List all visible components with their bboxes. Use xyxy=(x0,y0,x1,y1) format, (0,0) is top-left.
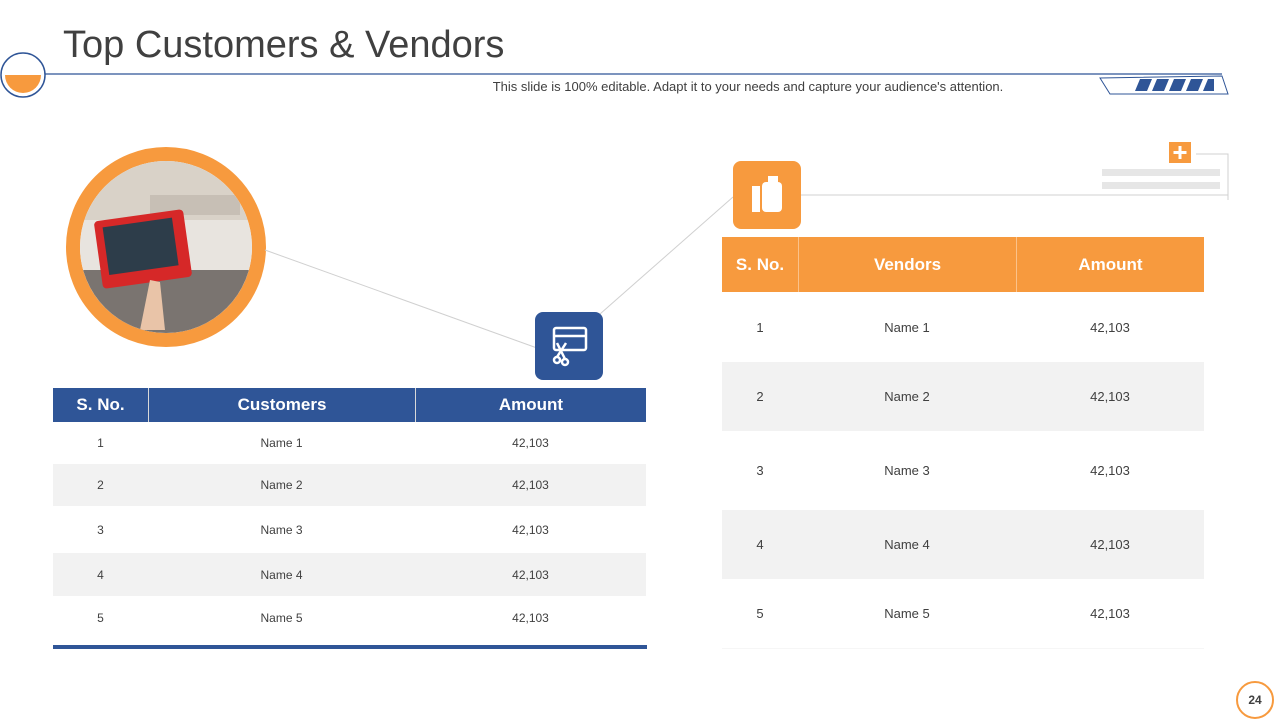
header-badge xyxy=(1099,75,1229,95)
table-cell: 42,103 xyxy=(415,464,646,506)
header-cell: S. No. xyxy=(53,388,148,422)
connector xyxy=(264,249,538,349)
table-cell: 42,103 xyxy=(415,553,646,596)
table-cell: 42,103 xyxy=(1016,510,1204,579)
table-cell: 2 xyxy=(722,362,798,431)
table-cell: 4 xyxy=(722,510,798,579)
table-cell: 4 xyxy=(53,553,148,596)
table-cell: Name 2 xyxy=(798,362,1016,431)
title: Top Customers & Vendors xyxy=(63,24,505,66)
vendor-icon-glyph xyxy=(752,176,782,212)
subtitle: This slide is 100% editable. Adapt it to… xyxy=(492,79,1004,94)
header-cell: Customers xyxy=(148,388,415,422)
table-cell: 1 xyxy=(53,422,148,464)
table-cell: 42,103 xyxy=(1016,292,1204,362)
table-cell: Name 5 xyxy=(148,596,415,640)
table-footer-bar xyxy=(53,645,647,649)
table-cell: 42,103 xyxy=(415,422,646,464)
page-number: 24 xyxy=(1236,681,1274,719)
header-stripes xyxy=(1135,79,1214,91)
placeholder-bar xyxy=(1102,169,1220,176)
table-cell: Name 3 xyxy=(148,506,415,553)
table-cell: Name 5 xyxy=(798,579,1016,648)
side-frame xyxy=(1196,153,1229,200)
table-cell: Name 3 xyxy=(798,431,1016,510)
customer-icon-glyph xyxy=(552,326,588,367)
header-cell: Amount xyxy=(1016,237,1204,292)
table-cell: 42,103 xyxy=(415,596,646,640)
table-cell: 42,103 xyxy=(1016,362,1204,431)
header-cell: S. No. xyxy=(722,237,798,292)
table-cell: Name 1 xyxy=(798,292,1016,362)
table-cell: 5 xyxy=(722,579,798,648)
table-cell: 42,103 xyxy=(1016,579,1204,648)
table-cell: Name 1 xyxy=(148,422,415,464)
table-cell: 42,103 xyxy=(1016,431,1204,510)
header-cell: Vendors xyxy=(798,237,1016,292)
connector xyxy=(599,196,734,315)
table-cell: 1 xyxy=(722,292,798,362)
table-cell: 3 xyxy=(722,431,798,510)
table-cell: 42,103 xyxy=(415,506,646,553)
logo-half xyxy=(5,75,41,93)
plus-sign xyxy=(1173,146,1187,159)
placeholder-bar xyxy=(1102,182,1220,189)
table-cell: 3 xyxy=(53,506,148,553)
header-cell: Amount xyxy=(415,388,646,422)
table-cell: Name 4 xyxy=(148,553,415,596)
table-cell: Name 4 xyxy=(798,510,1016,579)
table-cell: Name 2 xyxy=(148,464,415,506)
customer-icon xyxy=(535,312,603,380)
table-cell: 2 xyxy=(53,464,148,506)
photo-ring xyxy=(66,147,266,347)
table-cell: 5 xyxy=(53,596,148,640)
